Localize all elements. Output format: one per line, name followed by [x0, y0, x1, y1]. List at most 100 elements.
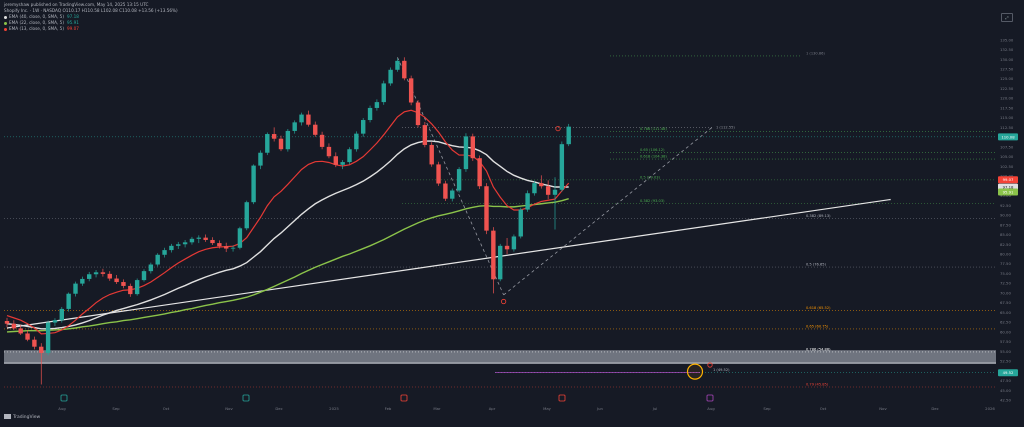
indicator-ema-13[interactable]: EMA (13, close, 0, SMA, 5) 99.07	[4, 26, 178, 32]
candle-body[interactable]	[306, 114, 311, 125]
candle-body[interactable]	[381, 83, 386, 103]
candle-body[interactable]	[66, 293, 71, 309]
candle-body[interactable]	[25, 333, 30, 340]
trendline[interactable]	[6, 198, 891, 329]
candle-body[interactable]	[32, 339, 37, 347]
earnings-event-icon[interactable]	[60, 394, 68, 402]
candle-body[interactable]	[114, 278, 119, 283]
candle-body[interactable]	[313, 124, 318, 135]
candle-body[interactable]	[271, 134, 277, 139]
candle-body[interactable]	[285, 130, 291, 150]
candle-body[interactable]	[388, 69, 393, 84]
candle-body[interactable]	[347, 149, 352, 163]
candle-body[interactable]	[237, 228, 243, 248]
candle-body[interactable]	[552, 189, 558, 195]
earnings-event-icon[interactable]	[706, 394, 714, 402]
ema-40-line[interactable]	[6, 140, 569, 330]
candle-body[interactable]	[230, 247, 236, 249]
candle-body[interactable]	[299, 114, 304, 123]
candle-body[interactable]	[176, 244, 181, 246]
low-pivot-marker[interactable]	[501, 298, 507, 305]
candle-body[interactable]	[203, 237, 208, 240]
candle-body[interactable]	[141, 271, 147, 281]
candle-body[interactable]	[134, 280, 140, 295]
candle-body[interactable]	[511, 236, 517, 250]
candle-body[interactable]	[278, 138, 284, 150]
candle-body[interactable]	[258, 152, 263, 166]
candle-body[interactable]	[443, 183, 448, 199]
candle-body[interactable]	[93, 272, 99, 275]
candle-body[interactable]	[484, 186, 489, 231]
candle-body[interactable]	[292, 122, 297, 131]
candle-body[interactable]	[128, 285, 133, 295]
candle-body[interactable]	[217, 243, 222, 247]
candle-body[interactable]	[456, 169, 462, 191]
candle-body[interactable]	[45, 322, 51, 353]
symbol-ohlc-line[interactable]: Shopify Inc. · 1W · NASDAQ O110.17 H110.…	[4, 8, 178, 13]
candle-body[interactable]	[463, 136, 469, 170]
candle-body[interactable]	[539, 183, 544, 187]
candle-body[interactable]	[525, 193, 530, 210]
candle-body[interactable]	[559, 144, 565, 190]
target-pivot-marker[interactable]	[707, 362, 713, 368]
candle-body[interactable]	[11, 323, 17, 329]
candle-body[interactable]	[333, 156, 338, 165]
candle-body[interactable]	[224, 246, 229, 249]
fullscreen-icon[interactable]: ⤢	[1001, 13, 1013, 22]
candle-body[interactable]	[148, 264, 154, 272]
candle-body[interactable]	[39, 346, 44, 353]
candle-body[interactable]	[374, 102, 380, 108]
candle-body[interactable]	[367, 107, 373, 121]
candle-body[interactable]	[4, 320, 10, 324]
candle-body[interactable]	[319, 134, 325, 147]
ema-100-line[interactable]	[6, 198, 569, 333]
earnings-event-icon[interactable]	[242, 394, 250, 402]
candle-body[interactable]	[100, 272, 106, 274]
indicator-ema-40[interactable]: EMA (40, close, 0, SMA, 5) 97.18	[4, 14, 178, 20]
candle-body[interactable]	[52, 320, 58, 323]
candle-body[interactable]	[518, 209, 523, 237]
candle-body[interactable]	[477, 158, 482, 187]
candle-body[interactable]	[182, 242, 188, 245]
candle-body[interactable]	[326, 146, 332, 157]
indicator-ema-22[interactable]: EMA (22, close, 0, SMA, 5) 95.91	[4, 20, 178, 26]
candle-body[interactable]	[395, 60, 400, 70]
candle-body[interactable]	[244, 202, 249, 229]
candle-body[interactable]	[210, 239, 215, 244]
candle-body[interactable]	[504, 245, 510, 250]
retracement-diagonal[interactable]	[397, 57, 504, 296]
candle-body[interactable]	[59, 308, 64, 321]
candle-body[interactable]	[162, 250, 167, 255]
candle-body[interactable]	[73, 283, 78, 294]
candle-body[interactable]	[402, 60, 407, 79]
candle-body[interactable]	[470, 136, 475, 159]
candle-body[interactable]	[121, 282, 126, 286]
candle-body[interactable]	[340, 162, 345, 165]
target-highlight-circle[interactable]	[686, 363, 704, 380]
candle-body[interactable]	[545, 186, 551, 195]
candle-body[interactable]	[196, 237, 201, 239]
candle-body[interactable]	[155, 254, 160, 265]
candle-body[interactable]	[450, 190, 455, 199]
candle-body[interactable]	[436, 164, 441, 184]
candle-body[interactable]	[107, 273, 112, 279]
candle-body[interactable]	[354, 133, 359, 150]
candle-body[interactable]	[251, 165, 256, 203]
candle-body[interactable]	[80, 278, 85, 284]
candle-body[interactable]	[361, 120, 366, 134]
candle-body[interactable]	[566, 126, 571, 145]
candle-body[interactable]	[532, 183, 537, 194]
support-zone[interactable]	[4, 350, 996, 364]
candle-body[interactable]	[498, 245, 503, 280]
candle-body[interactable]	[408, 78, 414, 103]
high-pivot-marker[interactable]	[555, 125, 561, 132]
candle-body[interactable]	[491, 230, 496, 280]
candle-body[interactable]	[422, 125, 428, 145]
candle-body[interactable]	[189, 238, 195, 243]
candle-body[interactable]	[429, 144, 434, 165]
earnings-event-icon[interactable]	[400, 394, 408, 402]
candle-body[interactable]	[169, 245, 174, 251]
earnings-event-icon[interactable]	[558, 394, 566, 402]
candle-body[interactable]	[87, 274, 92, 279]
ema-13-line[interactable]	[6, 109, 570, 335]
